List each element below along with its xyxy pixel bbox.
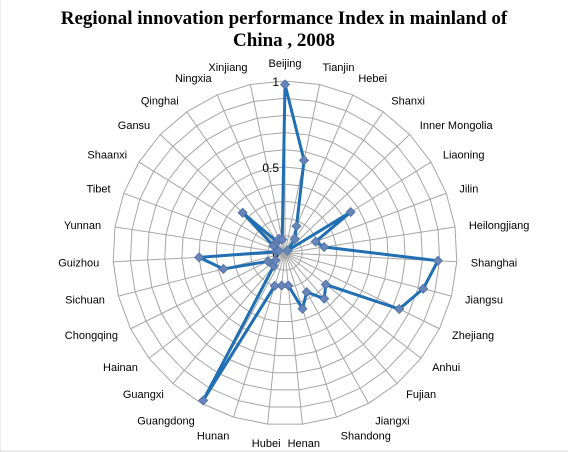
category-labels: Beijing Tianjin Hebei Shanxi Inner Mongolia L… xyxy=(58,58,529,450)
grid-spoke-7 xyxy=(284,226,456,254)
grid-spoke-14 xyxy=(284,252,337,418)
category-label: Anhui xyxy=(432,362,460,374)
category-label: Hubei xyxy=(252,438,281,450)
category-label: Gansu xyxy=(118,120,150,132)
grid-ring-7 xyxy=(164,132,406,374)
data-point-chongqing xyxy=(262,256,274,267)
category-label: Shaanxi xyxy=(87,150,127,162)
grid-ring-6 xyxy=(181,149,389,357)
grid-spoke-20 xyxy=(148,252,286,359)
grid-spoke-10 xyxy=(284,252,440,330)
data-point-henan xyxy=(283,280,294,291)
category-label: Zhejiang xyxy=(452,330,494,342)
grid-ring-5 xyxy=(198,166,372,340)
grid-ring-9 xyxy=(129,97,441,408)
grid-spoke-4 xyxy=(284,134,411,254)
radial-tick-label: 0.5 xyxy=(262,161,279,175)
category-label: Hunan xyxy=(197,430,229,442)
data-point-xinjiang xyxy=(277,234,288,245)
category-label: Tianjin xyxy=(322,62,354,74)
data-point-hebei xyxy=(291,221,302,232)
grid-spoke-29 xyxy=(216,94,286,254)
grid-spoke-25 xyxy=(123,192,286,254)
category-label: Guangdong xyxy=(137,416,195,428)
grid-spoke-3 xyxy=(284,111,384,254)
category-label: Fujian xyxy=(406,389,436,401)
category-label: Shanxi xyxy=(391,95,425,107)
grid-spoke-22 xyxy=(118,252,286,297)
data-point-anhui xyxy=(320,279,331,290)
series xyxy=(194,79,443,406)
category-label: Heilongjiang xyxy=(469,220,530,232)
data-point-jiangsu xyxy=(418,283,429,294)
grid-spoke-12 xyxy=(284,252,398,384)
chart-title-line-2: China , 2008 xyxy=(233,30,335,51)
category-label: Sichuan xyxy=(65,295,105,307)
grid-ring-10 xyxy=(112,80,458,425)
grid-ring-8 xyxy=(147,114,423,391)
data-point-jilin xyxy=(310,236,321,247)
grid-spoke-24 xyxy=(114,226,286,254)
category-label: Inner Mongolia xyxy=(420,120,494,132)
category-label: Tibet xyxy=(87,183,111,195)
category-label: Shandong xyxy=(341,430,391,442)
grid-spoke-21 xyxy=(130,252,286,330)
category-label: Hebei xyxy=(358,73,387,85)
category-label: Henan xyxy=(288,438,320,450)
grid-spoke-17 xyxy=(233,252,286,418)
grid-ring-3 xyxy=(232,200,338,305)
grid-spoke-27 xyxy=(159,134,286,254)
category-label: Hainan xyxy=(103,362,138,374)
data-point-tianjin xyxy=(298,155,310,166)
data-point-hubei xyxy=(276,280,287,291)
data-point-inner-mongolia xyxy=(282,245,293,256)
data-point-hunan xyxy=(269,280,280,291)
category-label: Jiangxi xyxy=(375,416,409,428)
category-label: Qinghai xyxy=(141,95,179,107)
category-label: Chongqing xyxy=(65,330,118,342)
data-point-guangdong xyxy=(198,395,209,406)
category-label: Beijing xyxy=(268,58,301,70)
category-label: Jilin xyxy=(459,183,478,195)
category-label: Xinjiang xyxy=(208,62,247,74)
data-point-gansu xyxy=(237,207,248,218)
chart-title-line-1: Regional innovation performance Index in… xyxy=(60,8,508,29)
data-point-shanghai xyxy=(432,255,443,266)
category-label: Liaoning xyxy=(443,150,485,162)
category-label: Yunnan xyxy=(64,220,101,232)
grid-spoke-30 xyxy=(249,84,286,254)
grid-spoke-6 xyxy=(284,192,447,254)
category-label: Ningxia xyxy=(175,73,213,85)
data-point-beijing xyxy=(279,79,291,90)
chart-title: Regional innovation performance Index in… xyxy=(0,8,568,52)
grid-spoke-13 xyxy=(284,252,369,404)
category-label: Guangxi xyxy=(123,389,164,401)
data-point-heilongjiang xyxy=(319,241,330,253)
data-point-tibet xyxy=(273,245,284,256)
data-point-jiangxi xyxy=(301,287,312,298)
category-label: Shanghai xyxy=(471,257,517,269)
grid-spoke-11 xyxy=(284,252,422,359)
category-label: Jiangsu xyxy=(465,295,503,307)
data-point-fujian xyxy=(319,293,330,304)
data-point-sichuan xyxy=(218,263,229,275)
data-point-liaoning xyxy=(345,206,356,218)
grid-spoke-26 xyxy=(138,161,286,254)
grid-spoke-19 xyxy=(172,252,286,384)
radial-tick-label: 1 xyxy=(272,75,279,89)
grid-spoke-28 xyxy=(186,111,286,254)
data-point-hainan xyxy=(270,255,281,266)
data-point-guizhou xyxy=(194,252,205,263)
data-point-shanxi xyxy=(289,233,300,244)
category-label: Guizhou xyxy=(58,257,99,269)
data-point-zhejiang xyxy=(394,303,405,315)
data-point-shandong xyxy=(297,303,308,314)
